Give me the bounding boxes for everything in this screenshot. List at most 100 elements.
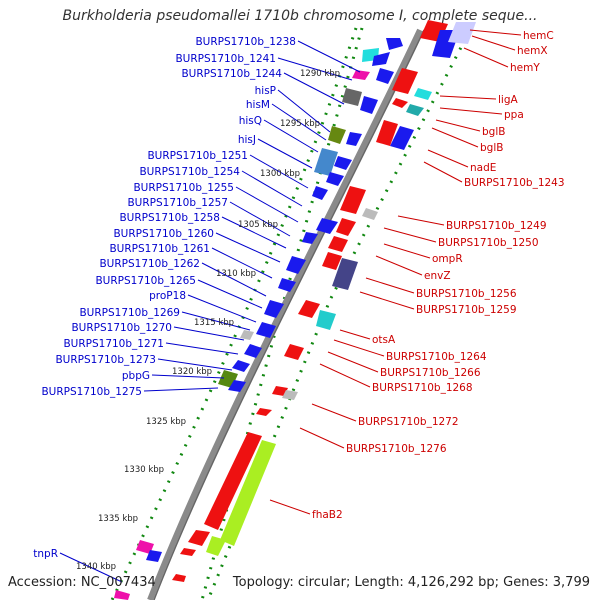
label-connector [463,47,509,68]
gene-label: BURPS1710b_1259 [416,304,517,316]
gene-label: BURPS1710b_1243 [464,177,565,189]
label-connector [257,138,313,169]
gene-block [322,252,342,270]
label-connector [197,279,263,309]
tick-label: 1330 kbp [124,465,164,475]
gene-label: BURPS1710b_1275 [41,386,142,398]
gene-label: otsA [372,334,396,346]
gene-block [326,172,344,186]
gene-label: BURPS1710b_1273 [55,354,156,366]
label-connector [165,342,239,355]
gene-block [362,208,378,220]
gene-block [314,148,338,176]
gene-label: BURPS1710b_1251 [147,150,248,162]
gene-label: BURPS1710b_1262 [99,258,200,270]
label-connector [365,277,415,294]
tick-label: 1310 kbp [216,269,256,279]
gene-block [316,218,338,234]
chromosome-backbone [147,28,423,600]
gene-block [228,380,246,392]
gene-label: BURPS1710b_1269 [79,307,180,319]
label-connector [427,149,469,168]
left-strand-genes [114,38,403,600]
label-connector [187,294,257,323]
gene-block [342,88,362,106]
gene-block [328,236,348,252]
gene-label: BURPS1710b_1241 [175,53,276,65]
position-ticks: 1290 kbp 1295 kbp 1300 kbp 1305 kbp 1310 kbp… [76,69,340,572]
left-gene-labels: BURPS1710b_1238 BURPS1710b_1241 BURPS1710b… [33,36,361,583]
gene-block [298,300,320,318]
label-connector [359,291,415,310]
label-connector [215,232,281,263]
gene-block [392,98,408,108]
gene-block [188,530,210,546]
right-gene-labels: hemC hemX hemY ligA ppa bglB bglB nadE BURPS1710… [269,29,565,521]
gene-block [414,88,432,100]
gene-block [302,232,318,244]
tick-label: 1315 kbp [194,318,234,328]
gene-block [352,70,370,80]
gene-block [272,386,288,396]
tick-label: 1295 kbp [280,119,320,129]
gene-block [206,536,226,556]
gene-block [360,96,378,114]
gene-block [146,550,162,562]
tick-label: 1340 kbp [76,562,116,572]
topology-text: Topology: circular; Length: 4,126,292 bp… [232,575,590,590]
label-connector [269,499,311,515]
gene-block [316,310,336,330]
gene-label: bglB [480,142,503,154]
label-connector [277,89,331,133]
label-connector [469,29,522,36]
label-connector [59,552,123,583]
label-connector [229,201,291,237]
label-connector [383,227,437,243]
gene-label: hisJ [238,134,256,146]
gene-block [180,548,196,556]
gene-block [244,344,262,358]
gene-block [172,574,186,582]
gene-block [392,68,418,94]
gene-block [240,330,254,340]
gene-label: bglB [482,126,505,138]
gene-block [136,540,154,554]
label-connector [327,351,379,373]
gene-block [386,38,403,50]
gene-block [376,68,394,84]
tick-label: 1300 kbp [260,169,300,179]
label-connector [397,215,445,226]
label-connector [383,243,431,259]
gene-label: BURPS1710b_1257 [127,197,228,209]
gene-label: BURPS1710b_1238 [195,36,296,48]
label-connector [263,119,319,153]
gene-label: fhaB2 [312,509,343,521]
label-connector [181,311,251,331]
map-title: Burkholderia pseudomallei 1710b chromoso… [62,8,538,24]
chromosome-backbone-shadow [153,29,425,600]
gene-label: BURPS1710b_1255 [133,182,234,194]
gene-label: hisP [255,85,276,97]
gene-label: BURPS1710b_1260 [113,228,214,240]
gene-label: ompR [432,253,463,265]
gene-block [336,218,356,236]
tick-label: 1335 kbp [98,514,138,524]
gene-label: BURPS1710b_1244 [181,68,282,80]
gene-block [346,132,362,146]
gene-label: hisM [246,99,270,111]
gene-label: hemC [523,30,554,42]
label-connector [235,186,299,223]
label-connector [339,329,371,340]
gene-block [204,432,262,530]
gene-block [286,256,306,274]
tick-label: 1290 kbp [300,69,340,79]
gene-label: BURPS1710b_1265 [95,275,196,287]
gene-block [376,120,398,146]
gene-block [312,186,328,200]
label-connector [471,35,516,51]
label-connector [173,326,245,341]
gene-label: hemX [517,45,548,57]
gene-block [406,104,424,116]
label-connector [333,339,385,357]
